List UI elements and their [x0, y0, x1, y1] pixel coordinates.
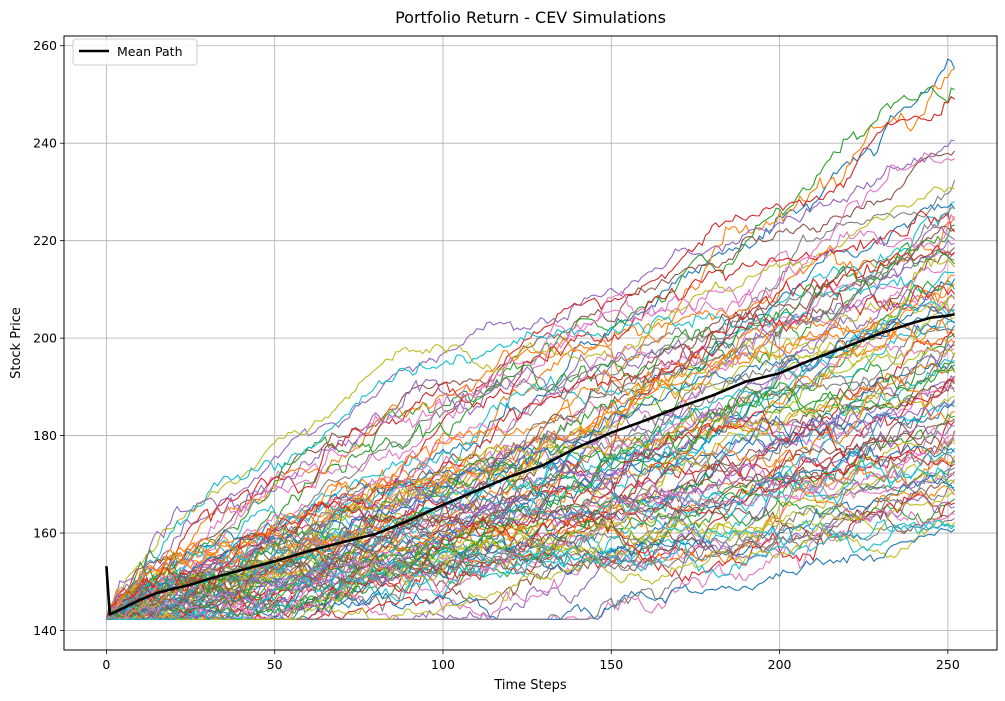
simulation-path	[106, 443, 955, 620]
plot-frame	[63, 35, 998, 651]
simulation-path	[105, 288, 956, 620]
simulated-paths	[105, 58, 956, 621]
x-tick-label: 250	[936, 657, 960, 672]
y-tick-label: 180	[33, 428, 57, 443]
x-tick-label: 150	[599, 657, 623, 672]
simulation-path	[105, 384, 956, 620]
x-tick-label: 50	[267, 657, 283, 672]
simulation-path	[106, 252, 955, 620]
simulation-path	[105, 361, 955, 620]
x-tick-label: 200	[768, 657, 792, 672]
x-tick-label: 0	[102, 657, 110, 672]
x-tick-label: 100	[431, 657, 455, 672]
simulation-path	[105, 224, 955, 620]
y-tick-label: 240	[33, 136, 57, 151]
y-tick-label: 260	[33, 38, 57, 53]
simulation-path	[105, 239, 955, 620]
simulation-path	[106, 413, 955, 620]
y-tick-label: 200	[33, 331, 57, 346]
simulation-path	[106, 201, 955, 620]
simulation-path	[106, 316, 955, 620]
legend-box	[72, 38, 198, 66]
simulation-path	[106, 322, 955, 620]
simulation-path	[106, 426, 955, 620]
simulation-path	[105, 284, 955, 620]
simulation-path	[106, 300, 955, 620]
simulation-path	[106, 399, 956, 620]
simulation-path	[106, 225, 955, 620]
simulation-path	[106, 213, 956, 620]
simulation-path	[106, 295, 955, 620]
simulation-path	[106, 518, 955, 621]
simulation-path	[106, 244, 955, 620]
y-axis-label: Stock Price	[9, 307, 24, 379]
simulation-path	[106, 216, 956, 620]
simulation-path	[105, 378, 955, 620]
chart-title: Portfolio Return - CEV Simulations	[395, 8, 666, 27]
y-tick-label: 140	[33, 623, 57, 638]
simulation-path	[105, 152, 955, 620]
simulation-path	[105, 139, 955, 620]
simulation-path	[106, 150, 956, 620]
y-tick-label: 160	[33, 526, 57, 541]
mean-path-group	[105, 312, 955, 616]
y-axis-ticks: 140 160 180 200 220 240 260	[33, 38, 64, 638]
mean-path-line	[105, 312, 955, 616]
y-tick-label: 220	[33, 233, 57, 248]
x-axis-ticks: 0 50 100 150 200 250	[102, 650, 960, 672]
x-axis-label: Time Steps	[493, 678, 567, 693]
simulation-path	[105, 438, 956, 620]
simulation-path	[105, 437, 955, 621]
simulation-path	[105, 459, 956, 620]
legend-mean-path-label: Mean Path	[117, 44, 183, 59]
simulation-path	[105, 274, 955, 620]
legend: Mean Path	[72, 38, 198, 66]
simulation-path	[106, 418, 955, 620]
simulation-path	[105, 271, 955, 620]
simulation-path	[105, 210, 956, 620]
simulation-path	[106, 421, 956, 621]
simulation-path	[106, 517, 955, 620]
simulation-path	[106, 180, 956, 620]
simulation-path	[106, 358, 955, 620]
